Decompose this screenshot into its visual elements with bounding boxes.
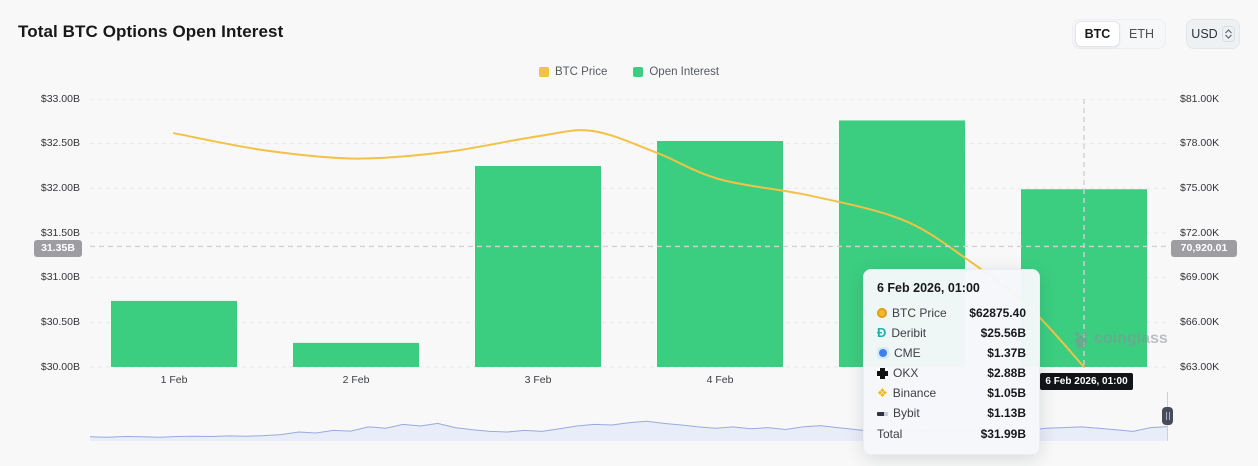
tooltip-rows: BTC Price $62875.40 Đ Deribit $25.56B CME $1.3… [877, 303, 1026, 423]
tooltip-total-row: Total $31.99B [877, 424, 1026, 444]
y-axis-label-right: $63.00K [1180, 360, 1220, 373]
y-axis-label-left: $30.50B [40, 315, 80, 328]
chart-tooltip: 6 Feb 2026, 01:00 BTC Price $62875.40 Đ Der… [863, 269, 1040, 455]
tooltip-row-label: BTC Price [892, 306, 947, 320]
eth-tab[interactable]: ETH [1129, 27, 1154, 41]
deribit-icon: Đ [877, 325, 887, 340]
open-interest-bar-4-feb[interactable] [657, 140, 783, 367]
okx-icon [877, 367, 888, 379]
btc-price-icon [877, 308, 887, 318]
binance-icon: ❖ [877, 385, 888, 400]
open-interest-bar-2-feb[interactable] [293, 342, 419, 367]
navigator-right-handle[interactable] [1162, 407, 1173, 425]
y-axis-label-right: $72.00K [1180, 226, 1220, 239]
tooltip-row-deribit: Đ Deribit $25.56B [877, 323, 1026, 343]
y-axis-label-left: $32.50B [40, 137, 80, 150]
updown-caret-icon [1221, 26, 1235, 42]
bybit-icon [877, 411, 888, 416]
tooltip-row-label: CME [894, 346, 921, 360]
tooltip-row-value: $25.56B [980, 326, 1026, 340]
legend-item-btc-price[interactable]: BTC Price [538, 66, 608, 78]
tooltip-total-value: $31.99B [980, 427, 1026, 441]
open-interest-bar-3-feb[interactable] [475, 166, 601, 367]
legend-item-open-interest[interactable]: Open Interest [633, 66, 719, 78]
crosshair-date-badge: 6 Feb 2026, 01:00 [1040, 373, 1133, 390]
currency-select[interactable]: USD [1186, 19, 1240, 49]
legend-label: BTC Price [554, 66, 608, 78]
x-axis-label: 1 Feb [160, 374, 188, 386]
legend-label: Open Interest [649, 66, 720, 78]
tooltip-row-label: Deribit [891, 326, 927, 340]
tooltip-row-bybit: Bybit $1.13B [877, 403, 1026, 423]
tooltip-row-value: $1.37B [987, 346, 1026, 360]
tooltip-row-btc-price: BTC Price $62875.40 [877, 303, 1026, 323]
y-axis-label-right: $75.00K [1180, 181, 1220, 194]
tooltip-row-label: Bybit [893, 406, 920, 420]
y-axis-label-right: $66.00K [1180, 315, 1220, 328]
y-axis-label-left: $32.00B [40, 181, 80, 194]
asset-toggle: BTC ETH [1072, 19, 1166, 49]
chart-legend: BTC Price Open Interest [0, 66, 1258, 78]
y-axis-label-right: $69.00K [1180, 271, 1220, 284]
crosshair-right-value-badge: 70,920.01 [1171, 240, 1237, 257]
btc-price-line [173, 129, 1085, 368]
main-chart-plot[interactable] [90, 99, 1168, 369]
tooltip-row-okx: OKX $2.88B [877, 363, 1026, 383]
tooltip-row-value: $2.88B [987, 366, 1026, 380]
y-axis-label-left: $31.00B [40, 271, 80, 284]
tooltip-row-value: $1.13B [987, 406, 1026, 420]
tooltip-row-value: $1.05B [987, 386, 1026, 400]
tooltip-row-cme: CME $1.37B [877, 343, 1026, 363]
tooltip-row-binance: ❖ Binance $1.05B [877, 383, 1026, 403]
y-axis-label-left: $31.50B [40, 226, 80, 239]
y-axis-label-left: $30.00B [40, 360, 80, 373]
tooltip-row-label: Binance [892, 386, 937, 400]
crosshair-left-value-badge: 31.35B [34, 240, 82, 257]
cme-icon [877, 347, 889, 359]
legend-swatch [538, 67, 549, 77]
x-axis-label: 4 Feb [706, 374, 734, 386]
y-axis-label-left: $33.00B [40, 92, 80, 105]
open-interest-bar-1-feb[interactable] [111, 300, 237, 367]
x-axis-label: 2 Feb [342, 374, 370, 386]
page-title: Total BTC Options Open Interest [18, 22, 284, 41]
tooltip-title: 6 Feb 2026, 01:00 [877, 281, 980, 295]
tooltip-row-value: $62875.40 [969, 306, 1026, 320]
tooltip-total-label: Total [877, 427, 903, 441]
tooltip-row-label: OKX [893, 366, 919, 380]
legend-swatch [633, 67, 644, 77]
btc-tab[interactable]: BTC [1075, 21, 1120, 47]
y-axis-label-right: $78.00K [1180, 137, 1220, 150]
y-axis-label-right: $81.00K [1180, 92, 1220, 105]
currency-select-label: USD [1191, 27, 1218, 41]
x-axis-label: 3 Feb [524, 374, 552, 386]
